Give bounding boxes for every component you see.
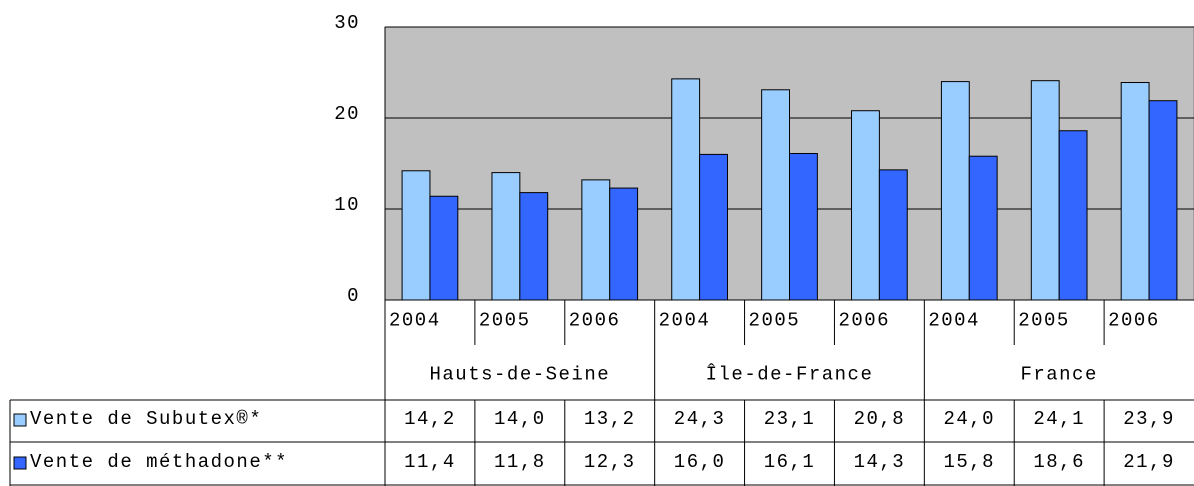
bar <box>671 78 701 301</box>
bar <box>581 179 611 301</box>
x-tick-label: 2005 <box>749 310 801 332</box>
value-label: 24,3 <box>674 408 726 430</box>
y-tick-label: 20 <box>334 103 360 125</box>
bar <box>1030 80 1060 301</box>
value-label: 14,3 <box>854 451 906 473</box>
x-tick-label: 2005 <box>479 310 531 332</box>
legend-swatch <box>13 456 27 470</box>
value-label: 13,2 <box>584 408 636 430</box>
bar <box>761 89 791 301</box>
bar <box>491 172 521 301</box>
value-label: 11,4 <box>404 451 456 473</box>
bar <box>429 195 459 301</box>
bar <box>401 170 431 301</box>
value-label: 24,1 <box>1033 408 1085 430</box>
bar <box>940 81 970 301</box>
value-label: 14,0 <box>494 408 546 430</box>
x-tick-label: 2005 <box>1018 310 1070 332</box>
bar <box>851 110 880 301</box>
value-label: 23,1 <box>764 408 816 430</box>
value-label: 12,3 <box>584 451 636 473</box>
x-tick-label: 2006 <box>838 310 890 332</box>
bar <box>1148 100 1178 301</box>
group-label: Île-de-France <box>706 364 874 386</box>
value-label: 16,0 <box>674 451 726 473</box>
bar <box>1058 130 1088 301</box>
bar <box>519 192 549 301</box>
x-tick-label: 2004 <box>389 310 441 332</box>
x-tick-label: 2006 <box>1108 310 1160 332</box>
value-label: 11,8 <box>494 451 546 473</box>
bar <box>968 155 998 301</box>
value-label: 20,8 <box>854 408 906 430</box>
y-tick-label: 10 <box>334 194 360 216</box>
value-label: 15,8 <box>943 451 995 473</box>
y-tick-label: 0 <box>347 285 360 307</box>
value-label: 21,9 <box>1123 451 1175 473</box>
bar <box>699 153 728 301</box>
legend-label: Vente de Subutex®* <box>30 408 262 430</box>
value-label: 18,6 <box>1033 451 1085 473</box>
value-label: 16,1 <box>764 451 816 473</box>
value-label: 24,0 <box>943 408 995 430</box>
x-tick-label: 2004 <box>928 310 980 332</box>
bar <box>609 187 639 301</box>
bar <box>789 152 818 301</box>
legend-label: Vente de méthadone** <box>30 451 288 473</box>
x-tick-label: 2004 <box>659 310 711 332</box>
value-label: 14,2 <box>404 408 456 430</box>
y-tick-label: 30 <box>334 12 360 34</box>
bar <box>878 169 908 301</box>
legend-swatch <box>13 413 27 427</box>
bar <box>1120 82 1150 301</box>
value-label: 23,9 <box>1123 408 1175 430</box>
group-label: Hauts-de-Seine <box>430 364 611 386</box>
x-tick-label: 2006 <box>569 310 621 332</box>
group-label: France <box>1020 364 1097 386</box>
